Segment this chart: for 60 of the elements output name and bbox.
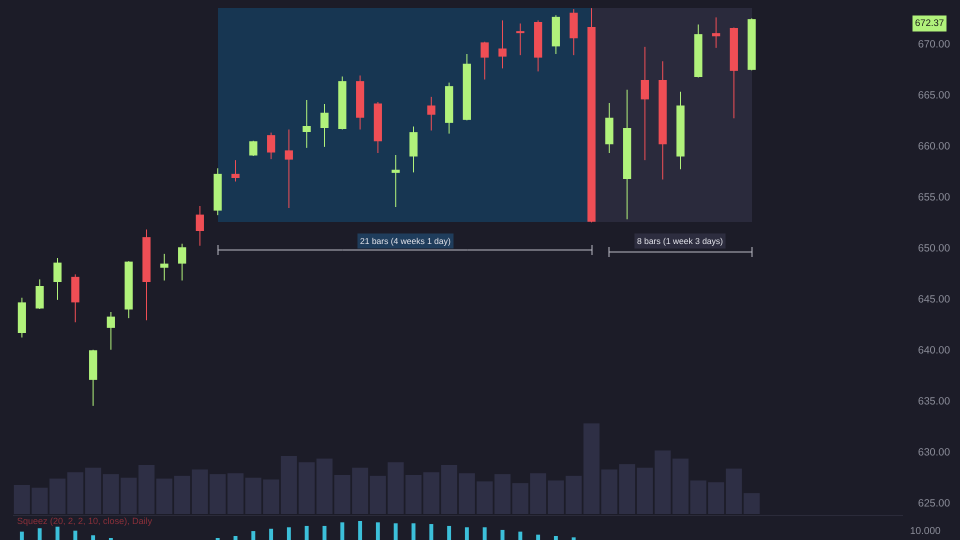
bar xyxy=(269,528,274,540)
y-tick-label: 670.00 xyxy=(918,38,950,51)
candlestick xyxy=(623,89,632,220)
bar xyxy=(429,524,434,540)
bar xyxy=(464,527,469,540)
y-tick-label: 635.00 xyxy=(918,395,950,408)
chart-title: Squeez (20, 2, 2, 10, close), Daily xyxy=(17,516,153,526)
bar xyxy=(447,526,452,540)
candlestick xyxy=(658,60,667,180)
candlestick xyxy=(605,102,614,154)
y-tick-label: 660.00 xyxy=(918,140,950,153)
annotation: 21 bars (4 weeks 1 day) xyxy=(360,236,451,246)
y-tick-label: 655.00 xyxy=(918,191,950,204)
bar xyxy=(500,530,504,540)
candlestick xyxy=(160,253,168,281)
bar xyxy=(536,534,540,540)
y-tick-label: 640.00 xyxy=(918,344,950,356)
candlestick xyxy=(142,228,151,321)
bar xyxy=(376,522,380,540)
y-tick-label: 645.00 xyxy=(918,293,950,306)
bar xyxy=(322,526,326,540)
bar xyxy=(412,523,416,540)
candlestick xyxy=(18,297,26,338)
bar xyxy=(56,526,60,540)
y-tick-label: 630.00 xyxy=(918,446,950,458)
candlestick xyxy=(640,46,649,161)
bar xyxy=(394,523,398,540)
candlestick xyxy=(106,312,115,350)
y-tick-label: 650.00 xyxy=(918,242,950,254)
candlestick xyxy=(748,18,756,71)
bar xyxy=(554,536,558,540)
candlestick xyxy=(196,206,204,246)
bar xyxy=(20,532,24,540)
y-tick-label: 625.00 xyxy=(918,497,950,510)
candlestick xyxy=(53,258,62,300)
bar xyxy=(91,535,96,540)
bar xyxy=(73,530,78,540)
bar xyxy=(286,527,291,540)
bar xyxy=(518,532,522,540)
candlestick xyxy=(89,349,98,406)
candlestick xyxy=(676,91,685,170)
y-tick-label: 665.00 xyxy=(918,90,950,102)
annotation: 8 bars (1 week 3 days) xyxy=(637,236,724,246)
bar xyxy=(482,527,487,540)
candlestick xyxy=(178,243,186,281)
candlestick xyxy=(694,24,702,78)
bar xyxy=(572,537,576,540)
bar xyxy=(340,522,344,540)
candlestick xyxy=(71,274,80,323)
candlestick xyxy=(730,27,738,119)
candlestick xyxy=(712,16,720,48)
bar xyxy=(358,521,362,540)
text: 10.000 xyxy=(910,526,942,537)
bar xyxy=(38,528,42,540)
bar xyxy=(304,526,309,540)
bar xyxy=(251,531,256,540)
candlestick xyxy=(36,278,44,310)
bar xyxy=(234,536,238,540)
text: 672.37 xyxy=(915,18,944,29)
candlestick xyxy=(124,260,133,319)
